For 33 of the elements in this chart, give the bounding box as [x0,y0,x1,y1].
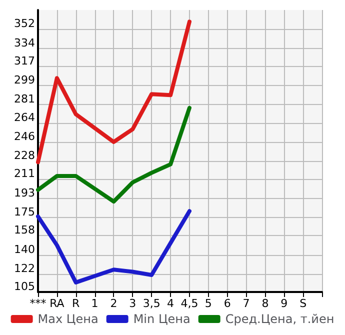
y-tick-label: 158 [14,224,35,237]
x-tick-label: 5 [204,297,212,310]
x-tick-label: 4 [167,297,174,310]
x-tick-label: S [300,297,307,310]
x-tick-label: 1 [91,297,98,310]
x-tick-label: 6 [224,297,231,310]
x-tick-label: 7 [242,297,250,310]
y-tick-label: 122 [14,262,35,275]
y-tick-label: 264 [14,110,35,124]
x-tick-label: 8 [262,297,269,310]
y-tick-label: 281 [14,92,35,106]
y-tick-label: 193 [14,186,35,200]
x-tick-label: RA [50,297,65,310]
x-tick-label: *** [30,297,47,310]
y-tick-label: 211 [14,167,35,180]
x-tick-label: 9 [280,297,288,310]
y-tick-label: 175 [14,206,35,219]
x-tick-label: 4,5 [180,297,198,310]
legend-label: Max Цена [38,312,98,326]
y-tick-label: 105 [14,280,35,293]
y-tick-label: 140 [14,242,35,256]
x-tick-label: 3,5 [142,297,160,310]
y-tick-label: 246 [14,130,35,143]
y-tick-label: 299 [14,74,35,87]
x-tick-label: 3 [129,297,136,310]
legend-label: Сред.Цена, т.йен [225,312,334,326]
x-tick-label: R [72,297,80,310]
x-tick-label: 2 [110,297,118,310]
legend-label: Min Цена [133,312,190,326]
y-tick-label: 352 [14,17,35,30]
y-tick-label: 317 [14,54,35,68]
y-tick-label: 334 [14,36,35,50]
y-tick-label: 228 [14,149,35,162]
